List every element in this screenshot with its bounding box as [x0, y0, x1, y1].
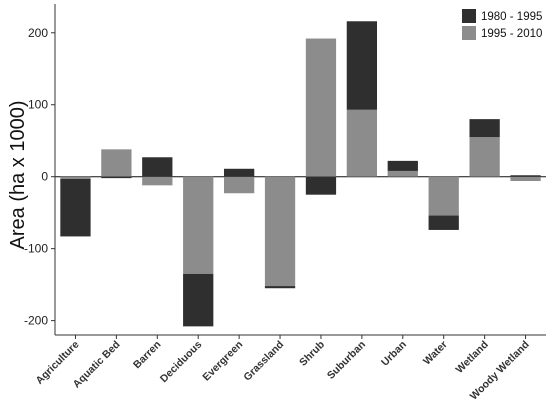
- y-tick-label: 0: [41, 170, 48, 184]
- bar-grassland-1980-1995: [264, 286, 296, 289]
- bar-deciduous-1995-2010: [183, 176, 214, 274]
- bar-wetland-1980-1995: [469, 119, 500, 138]
- x-tick-label: Barren: [131, 339, 163, 371]
- bar-agriculture-1995-2010: [60, 176, 91, 179]
- legend-swatch: [462, 26, 476, 40]
- bar-evergreen-1995-2010: [223, 176, 255, 194]
- x-tick-label: Suburban: [325, 339, 368, 382]
- bar-suburban-1995-2010: [346, 109, 378, 177]
- bar-shrub-1995-2010: [305, 38, 337, 177]
- x-tick-label: Grassland: [241, 339, 286, 384]
- y-tick-label: -100: [24, 242, 48, 256]
- y-axis-title: Area (ha x 1000): [7, 101, 29, 250]
- legend-swatch: [462, 9, 476, 23]
- x-tick-label: Evergreen: [200, 339, 245, 384]
- y-tick-label: -200: [24, 314, 48, 328]
- y-tick-label: 200: [28, 26, 48, 40]
- x-tick-label: Wetland: [454, 339, 491, 376]
- bar-water-1995-2010: [428, 176, 459, 216]
- bar-deciduous-1980-1995: [183, 273, 214, 327]
- bar-shrub-1980-1995: [305, 176, 337, 195]
- bar-agriculture-1980-1995: [60, 178, 91, 237]
- legend-label: 1980 - 1995: [481, 11, 542, 23]
- axes: [51, 4, 546, 339]
- legend-label: 1995 - 2010: [481, 28, 542, 40]
- bar-urban-1980-1995: [387, 160, 418, 171]
- bar-aquatic-bed-1980-1995: [101, 176, 132, 179]
- bar-evergreen-1980-1995: [223, 168, 255, 177]
- bar-woody-wetland-1995-2010: [510, 176, 541, 182]
- bar-urban-1995-2010: [387, 170, 418, 177]
- bars: [60, 21, 541, 327]
- y-tick-label: 100: [28, 98, 48, 112]
- bar-grassland-1995-2010: [264, 176, 296, 287]
- x-tick-label: Shrub: [297, 339, 327, 369]
- x-tick-label: Deciduous: [158, 339, 205, 386]
- bar-aquatic-bed-1995-2010: [101, 149, 132, 177]
- bar-water-1980-1995: [428, 215, 459, 230]
- x-tick-label: Urban: [379, 339, 409, 369]
- legend: 1980 - 1995 1995 - 2010: [462, 9, 542, 40]
- bar-barren-1995-2010: [142, 176, 173, 186]
- bar-wetland-1995-2010: [469, 137, 500, 177]
- bar-barren-1980-1995: [142, 157, 173, 177]
- x-tick-label: Water: [421, 339, 450, 368]
- bar-suburban-1980-1995: [346, 21, 378, 110]
- bar-woody-wetland-1980-1995: [510, 175, 541, 177]
